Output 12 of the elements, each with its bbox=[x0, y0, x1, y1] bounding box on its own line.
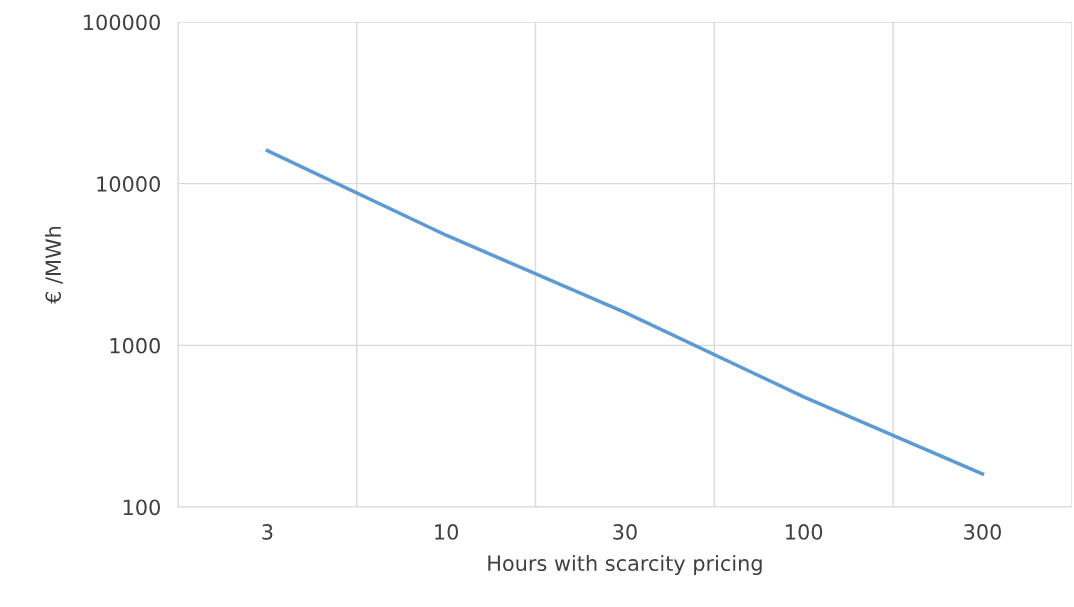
y-tick-label: 10000 bbox=[97, 176, 160, 192]
x-tick-label: 300 bbox=[964, 524, 1001, 540]
x-tick-label: 30 bbox=[613, 524, 637, 540]
y-tick-label: 1000 bbox=[110, 337, 160, 354]
x-axis-title: Hours with scarcity pricing bbox=[488, 554, 762, 576]
x-tick-label: 100 bbox=[786, 524, 823, 540]
x-tick-label: 10 bbox=[435, 524, 459, 540]
y-tick-label: 100 bbox=[123, 499, 160, 516]
x-tick-label: 3 bbox=[262, 524, 273, 540]
line-series bbox=[265, 148, 985, 476]
y-tick-label: 100000 bbox=[84, 14, 160, 31]
y-axis-title: € /MWh bbox=[44, 226, 63, 304]
